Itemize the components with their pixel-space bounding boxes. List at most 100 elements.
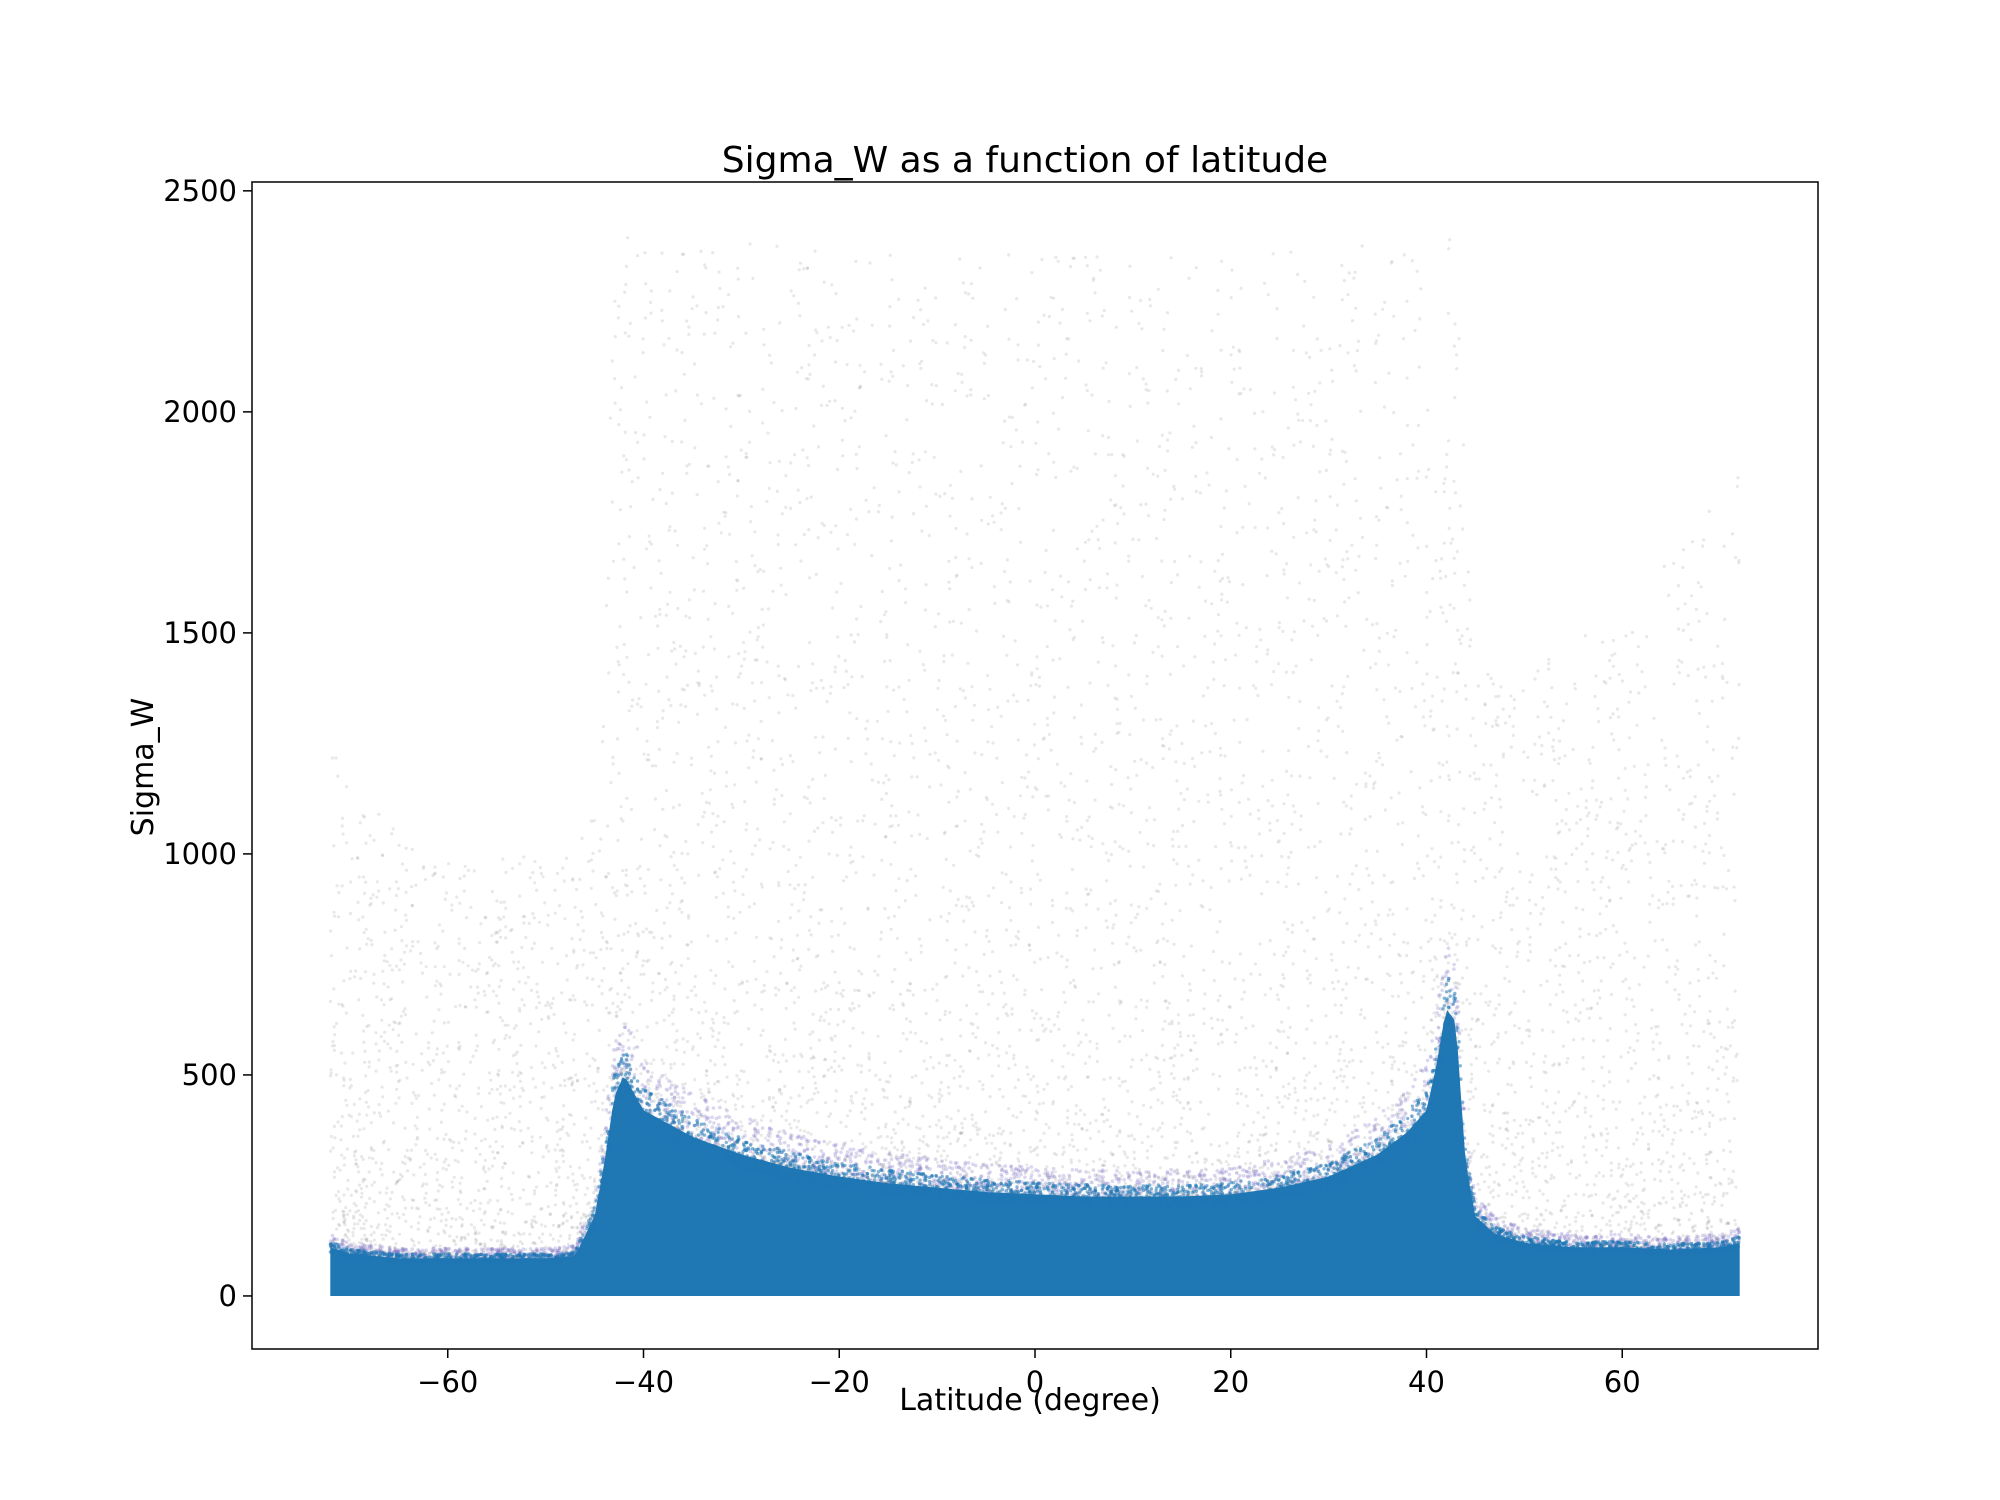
- scatter-point: [1220, 552, 1224, 556]
- scatter-point: [999, 1132, 1004, 1136]
- scatter-point: [1206, 686, 1210, 690]
- scatter-point: [1029, 684, 1033, 688]
- scatter-point: [834, 524, 838, 528]
- scatter-point: [849, 416, 853, 420]
- scatter-point: [354, 1210, 358, 1214]
- scatter-point: [1661, 1196, 1665, 1200]
- scatter-point: [774, 986, 778, 990]
- scatter-point: [1653, 939, 1657, 943]
- scatter-point: [1518, 1124, 1523, 1128]
- scatter-point: [1649, 1026, 1654, 1030]
- scatter-point: [918, 485, 922, 489]
- scatter-point: [1000, 901, 1004, 905]
- scatter-point: [371, 893, 375, 897]
- scatter-point: [357, 875, 361, 879]
- scatter-point: [1029, 1028, 1033, 1032]
- scatter-point: [420, 1052, 424, 1056]
- scatter-point: [1391, 912, 1395, 916]
- scatter-point: [818, 1018, 822, 1023]
- scatter-point: [655, 720, 659, 724]
- scatter-point: [1101, 1139, 1105, 1144]
- scatter-point: [843, 658, 847, 663]
- scatter-point: [1567, 1106, 1571, 1110]
- scatter-point: [517, 980, 521, 984]
- scatter-point: [736, 277, 740, 281]
- scatter-point: [1623, 766, 1627, 771]
- scatter-point: [620, 978, 624, 983]
- scatter-point: [508, 1088, 512, 1092]
- scatter-point: [1190, 1139, 1194, 1143]
- scatter-point: [1258, 942, 1262, 946]
- scatter-point: [1617, 1210, 1621, 1214]
- scatter-point: [484, 915, 488, 920]
- scatter-point: [821, 821, 825, 825]
- scatter-point: [460, 1104, 464, 1108]
- scatter-point: [566, 1176, 570, 1180]
- scatter-point: [778, 1070, 783, 1074]
- scatter-point: [358, 1097, 362, 1101]
- scatter-point: [1135, 1115, 1139, 1119]
- scatter-point: [833, 670, 837, 674]
- scatter-point: [1510, 1142, 1514, 1146]
- scatter-point: [1245, 718, 1249, 722]
- scatter-point: [1392, 1060, 1396, 1064]
- scatter-point: [876, 780, 881, 784]
- scatter-point: [1447, 778, 1451, 782]
- scatter-point: [1534, 1175, 1538, 1179]
- scatter-point: [1030, 671, 1034, 675]
- scatter-point: [1218, 746, 1223, 750]
- scatter-point: [1090, 393, 1094, 397]
- scatter-point: [1626, 1050, 1630, 1054]
- scatter-point: [344, 1232, 348, 1236]
- scatter-point: [1192, 1034, 1196, 1038]
- scatter-point: [869, 1140, 873, 1144]
- scatter-point: [1395, 738, 1399, 742]
- scatter-point: [820, 339, 824, 343]
- scatter-point: [891, 374, 895, 378]
- scatter-point: [1072, 978, 1076, 983]
- scatter-point: [1362, 648, 1366, 653]
- scatter-point: [943, 492, 947, 496]
- scatter-point: [839, 907, 844, 911]
- scatter-point: [1494, 722, 1498, 726]
- scatter-point: [1270, 804, 1275, 808]
- scatter-point: [1300, 920, 1304, 925]
- scatter-point: [1499, 911, 1503, 915]
- scatter-point: [1354, 939, 1358, 943]
- scatter-point: [1334, 571, 1338, 575]
- scatter-point: [740, 1124, 744, 1128]
- scatter-point: [1531, 1120, 1535, 1124]
- scatter-point: [1188, 988, 1192, 993]
- scatter-point: [1671, 884, 1675, 889]
- scatter-point: [914, 1074, 918, 1078]
- scatter-point: [885, 1096, 889, 1100]
- scatter-point: [1022, 1128, 1026, 1133]
- scatter-point: [1547, 661, 1551, 666]
- scatter-point: [433, 941, 437, 945]
- scatter-point: [1491, 682, 1495, 686]
- scatter-point: [1062, 1044, 1066, 1048]
- scatter-point: [1258, 627, 1262, 632]
- scatter-point: [1647, 1146, 1651, 1150]
- scatter-point: [1547, 667, 1551, 671]
- scatter-point: [1066, 1088, 1070, 1092]
- scatter-point: [1601, 876, 1605, 880]
- scatter-point: [761, 1114, 765, 1118]
- scatter-point: [1160, 654, 1164, 658]
- scatter-point: [380, 1018, 384, 1022]
- scatter-point: [967, 608, 971, 612]
- scatter-point: [987, 939, 991, 944]
- scatter-point: [1192, 819, 1196, 824]
- scatter-point: [330, 756, 334, 760]
- scatter-point: [469, 1223, 474, 1227]
- scatter-point: [1087, 834, 1091, 838]
- scatter-point: [1050, 920, 1054, 925]
- scatter-point: [1596, 1094, 1600, 1098]
- scatter-point: [642, 972, 646, 976]
- scatter-point: [889, 539, 894, 543]
- scatter-point: [1366, 945, 1370, 949]
- scatter-point: [1160, 433, 1164, 437]
- scatter-point: [1442, 490, 1446, 494]
- scatter-point: [1632, 1049, 1636, 1053]
- scatter-point: [567, 1077, 571, 1081]
